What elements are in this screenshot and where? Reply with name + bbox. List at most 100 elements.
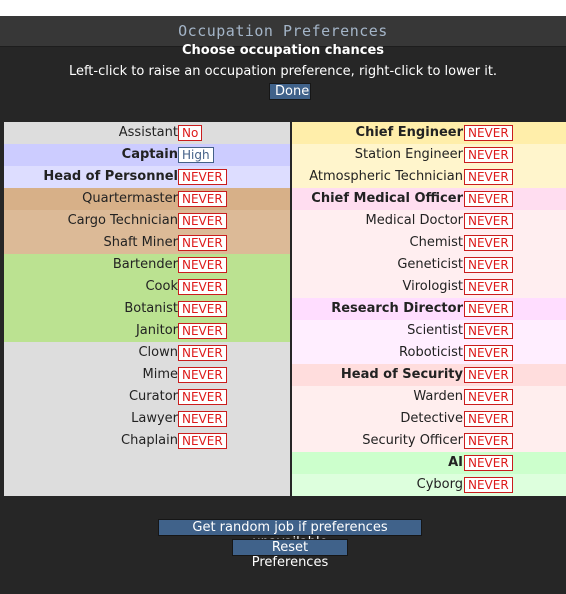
job-name: Janitor xyxy=(135,323,178,338)
job-preference-button[interactable]: NEVER xyxy=(464,257,513,273)
job-row-lawyer: Lawyer NEVER xyxy=(4,408,290,430)
job-preference-button[interactable]: NEVER xyxy=(178,367,227,383)
reset-preferences-button[interactable]: Reset Preferences xyxy=(232,539,348,570)
job-preference-button[interactable]: NEVER xyxy=(178,301,227,317)
job-row-captain: Captain High xyxy=(4,144,290,166)
job-preference-button[interactable]: NEVER xyxy=(464,279,513,295)
job-row-chief-engineer: Chief Engineer NEVER xyxy=(292,122,566,144)
job-name: Medical Doctor xyxy=(365,213,463,228)
left-job-column: Assistant No Captain High Head of Personnel N… xyxy=(4,122,290,496)
job-row-research-director: Research Director NEVER xyxy=(292,298,566,320)
job-row-security-officer: Security Officer NEVER xyxy=(292,430,566,452)
job-preference-button[interactable]: NEVER xyxy=(464,455,513,471)
job-row-chief-medical-officer: Chief Medical Officer NEVER xyxy=(292,188,566,210)
job-row-roboticist: Roboticist NEVER xyxy=(292,342,566,364)
job-row-medical-doctor: Medical Doctor NEVER xyxy=(292,210,566,232)
job-name: Lawyer xyxy=(131,411,178,426)
job-name: Head of Security xyxy=(340,367,463,382)
job-preference-button[interactable]: NEVER xyxy=(464,433,513,449)
job-name: Shaft Miner xyxy=(103,235,178,250)
job-row-virologist: Virologist NEVER xyxy=(292,276,566,298)
job-preference-button[interactable]: NEVER xyxy=(178,279,227,295)
header-title: Choose occupation chances xyxy=(181,43,385,58)
job-name: Clown xyxy=(138,345,178,360)
job-name: Botanist xyxy=(124,301,178,316)
job-name: Detective xyxy=(400,411,463,426)
job-row-shaft-miner: Shaft Miner NEVER xyxy=(4,232,290,254)
right-job-column: Chief Engineer NEVER Station Engineer NEVER… xyxy=(292,122,566,496)
job-name: Chief Medical Officer xyxy=(311,191,463,206)
job-row-janitor: Janitor NEVER xyxy=(4,320,290,342)
done-button[interactable]: Done xyxy=(269,83,311,100)
header-subtitle: Left-click to raise an occupation prefer… xyxy=(68,64,498,79)
job-row-botanist: Botanist NEVER xyxy=(4,298,290,320)
job-row-detective: Detective NEVER xyxy=(292,408,566,430)
job-name: Scientist xyxy=(407,323,463,338)
job-preference-button[interactable]: NEVER xyxy=(178,411,227,427)
job-preference-button[interactable]: NEVER xyxy=(464,191,513,207)
job-preference-button[interactable]: NEVER xyxy=(464,235,513,251)
job-preference-button[interactable]: NEVER xyxy=(464,301,513,317)
job-name: Security Officer xyxy=(362,433,463,448)
job-preference-button[interactable]: NEVER xyxy=(178,323,227,339)
job-row-chemist: Chemist NEVER xyxy=(292,232,566,254)
job-preference-button[interactable]: No xyxy=(178,125,203,141)
job-row-mime: Mime NEVER xyxy=(4,364,290,386)
job-preference-button[interactable]: NEVER xyxy=(464,213,513,229)
job-name: Head of Personnel xyxy=(43,169,178,184)
job-name: Cook xyxy=(145,279,178,294)
job-preference-button[interactable]: NEVER xyxy=(464,345,513,361)
job-name: Chaplain xyxy=(121,433,178,448)
random-job-toggle-button[interactable]: Get random job if preferences unavailabl… xyxy=(158,519,422,550)
job-preference-button[interactable]: NEVER xyxy=(178,235,227,251)
job-preference-button[interactable]: NEVER xyxy=(178,433,227,449)
job-row-cook: Cook NEVER xyxy=(4,276,290,298)
job-row-head-of-security: Head of Security NEVER xyxy=(292,364,566,386)
job-row-chaplain: Chaplain NEVER xyxy=(4,430,290,452)
job-name: Cargo Technician xyxy=(67,213,178,228)
job-name: Chemist xyxy=(409,235,463,250)
column-divider xyxy=(290,122,292,496)
job-preference-button[interactable]: NEVER xyxy=(464,169,513,185)
job-preference-button[interactable]: NEVER xyxy=(178,345,227,361)
job-row-station-engineer: Station Engineer NEVER xyxy=(292,144,566,166)
job-name: AI xyxy=(448,455,463,470)
job-row-clown: Clown NEVER xyxy=(4,342,290,364)
job-preference-button[interactable]: NEVER xyxy=(464,125,513,141)
job-row-bartender: Bartender NEVER xyxy=(4,254,290,276)
job-name: Bartender xyxy=(112,257,178,272)
job-row-warden: Warden NEVER xyxy=(292,386,566,408)
job-preference-button[interactable]: NEVER xyxy=(464,323,513,339)
job-row-cyborg: Cyborg NEVER xyxy=(292,474,566,496)
job-name: Virologist xyxy=(402,279,463,294)
job-name: Assistant xyxy=(118,125,178,140)
job-name: Geneticist xyxy=(397,257,463,272)
job-preference-button[interactable]: NEVER xyxy=(464,389,513,405)
job-name: Roboticist xyxy=(399,345,463,360)
job-preference-button[interactable]: NEVER xyxy=(178,191,227,207)
job-preference-button[interactable]: NEVER xyxy=(178,169,227,185)
job-name: Atmospheric Technician xyxy=(309,169,463,184)
job-row-scientist: Scientist NEVER xyxy=(292,320,566,342)
job-name: Warden xyxy=(413,389,463,404)
window-title: Occupation Preferences xyxy=(0,16,566,47)
job-row-curator: Curator NEVER xyxy=(4,386,290,408)
job-name: Curator xyxy=(128,389,178,404)
job-name: Cyborg xyxy=(416,477,463,492)
job-name: Captain xyxy=(121,147,178,162)
job-name: Station Engineer xyxy=(354,147,463,162)
job-row-quartermaster: Quartermaster NEVER xyxy=(4,188,290,210)
job-row-geneticist: Geneticist NEVER xyxy=(292,254,566,276)
job-preference-button[interactable]: NEVER xyxy=(464,411,513,427)
job-preference-button[interactable]: NEVER xyxy=(464,147,513,163)
job-preference-button[interactable]: NEVER xyxy=(178,389,227,405)
job-preference-button[interactable]: NEVER xyxy=(178,213,227,229)
occupation-table: Assistant No Captain High Head of Personnel N… xyxy=(4,122,566,496)
job-preference-button[interactable]: NEVER xyxy=(464,477,513,493)
job-preference-button[interactable]: NEVER xyxy=(178,257,227,273)
job-name: Chief Engineer xyxy=(355,125,463,140)
job-preference-button[interactable]: High xyxy=(178,147,214,163)
job-preference-button[interactable]: NEVER xyxy=(464,367,513,383)
job-row-head-of-personnel: Head of Personnel NEVER xyxy=(4,166,290,188)
job-row-ai: AI NEVER xyxy=(292,452,566,474)
